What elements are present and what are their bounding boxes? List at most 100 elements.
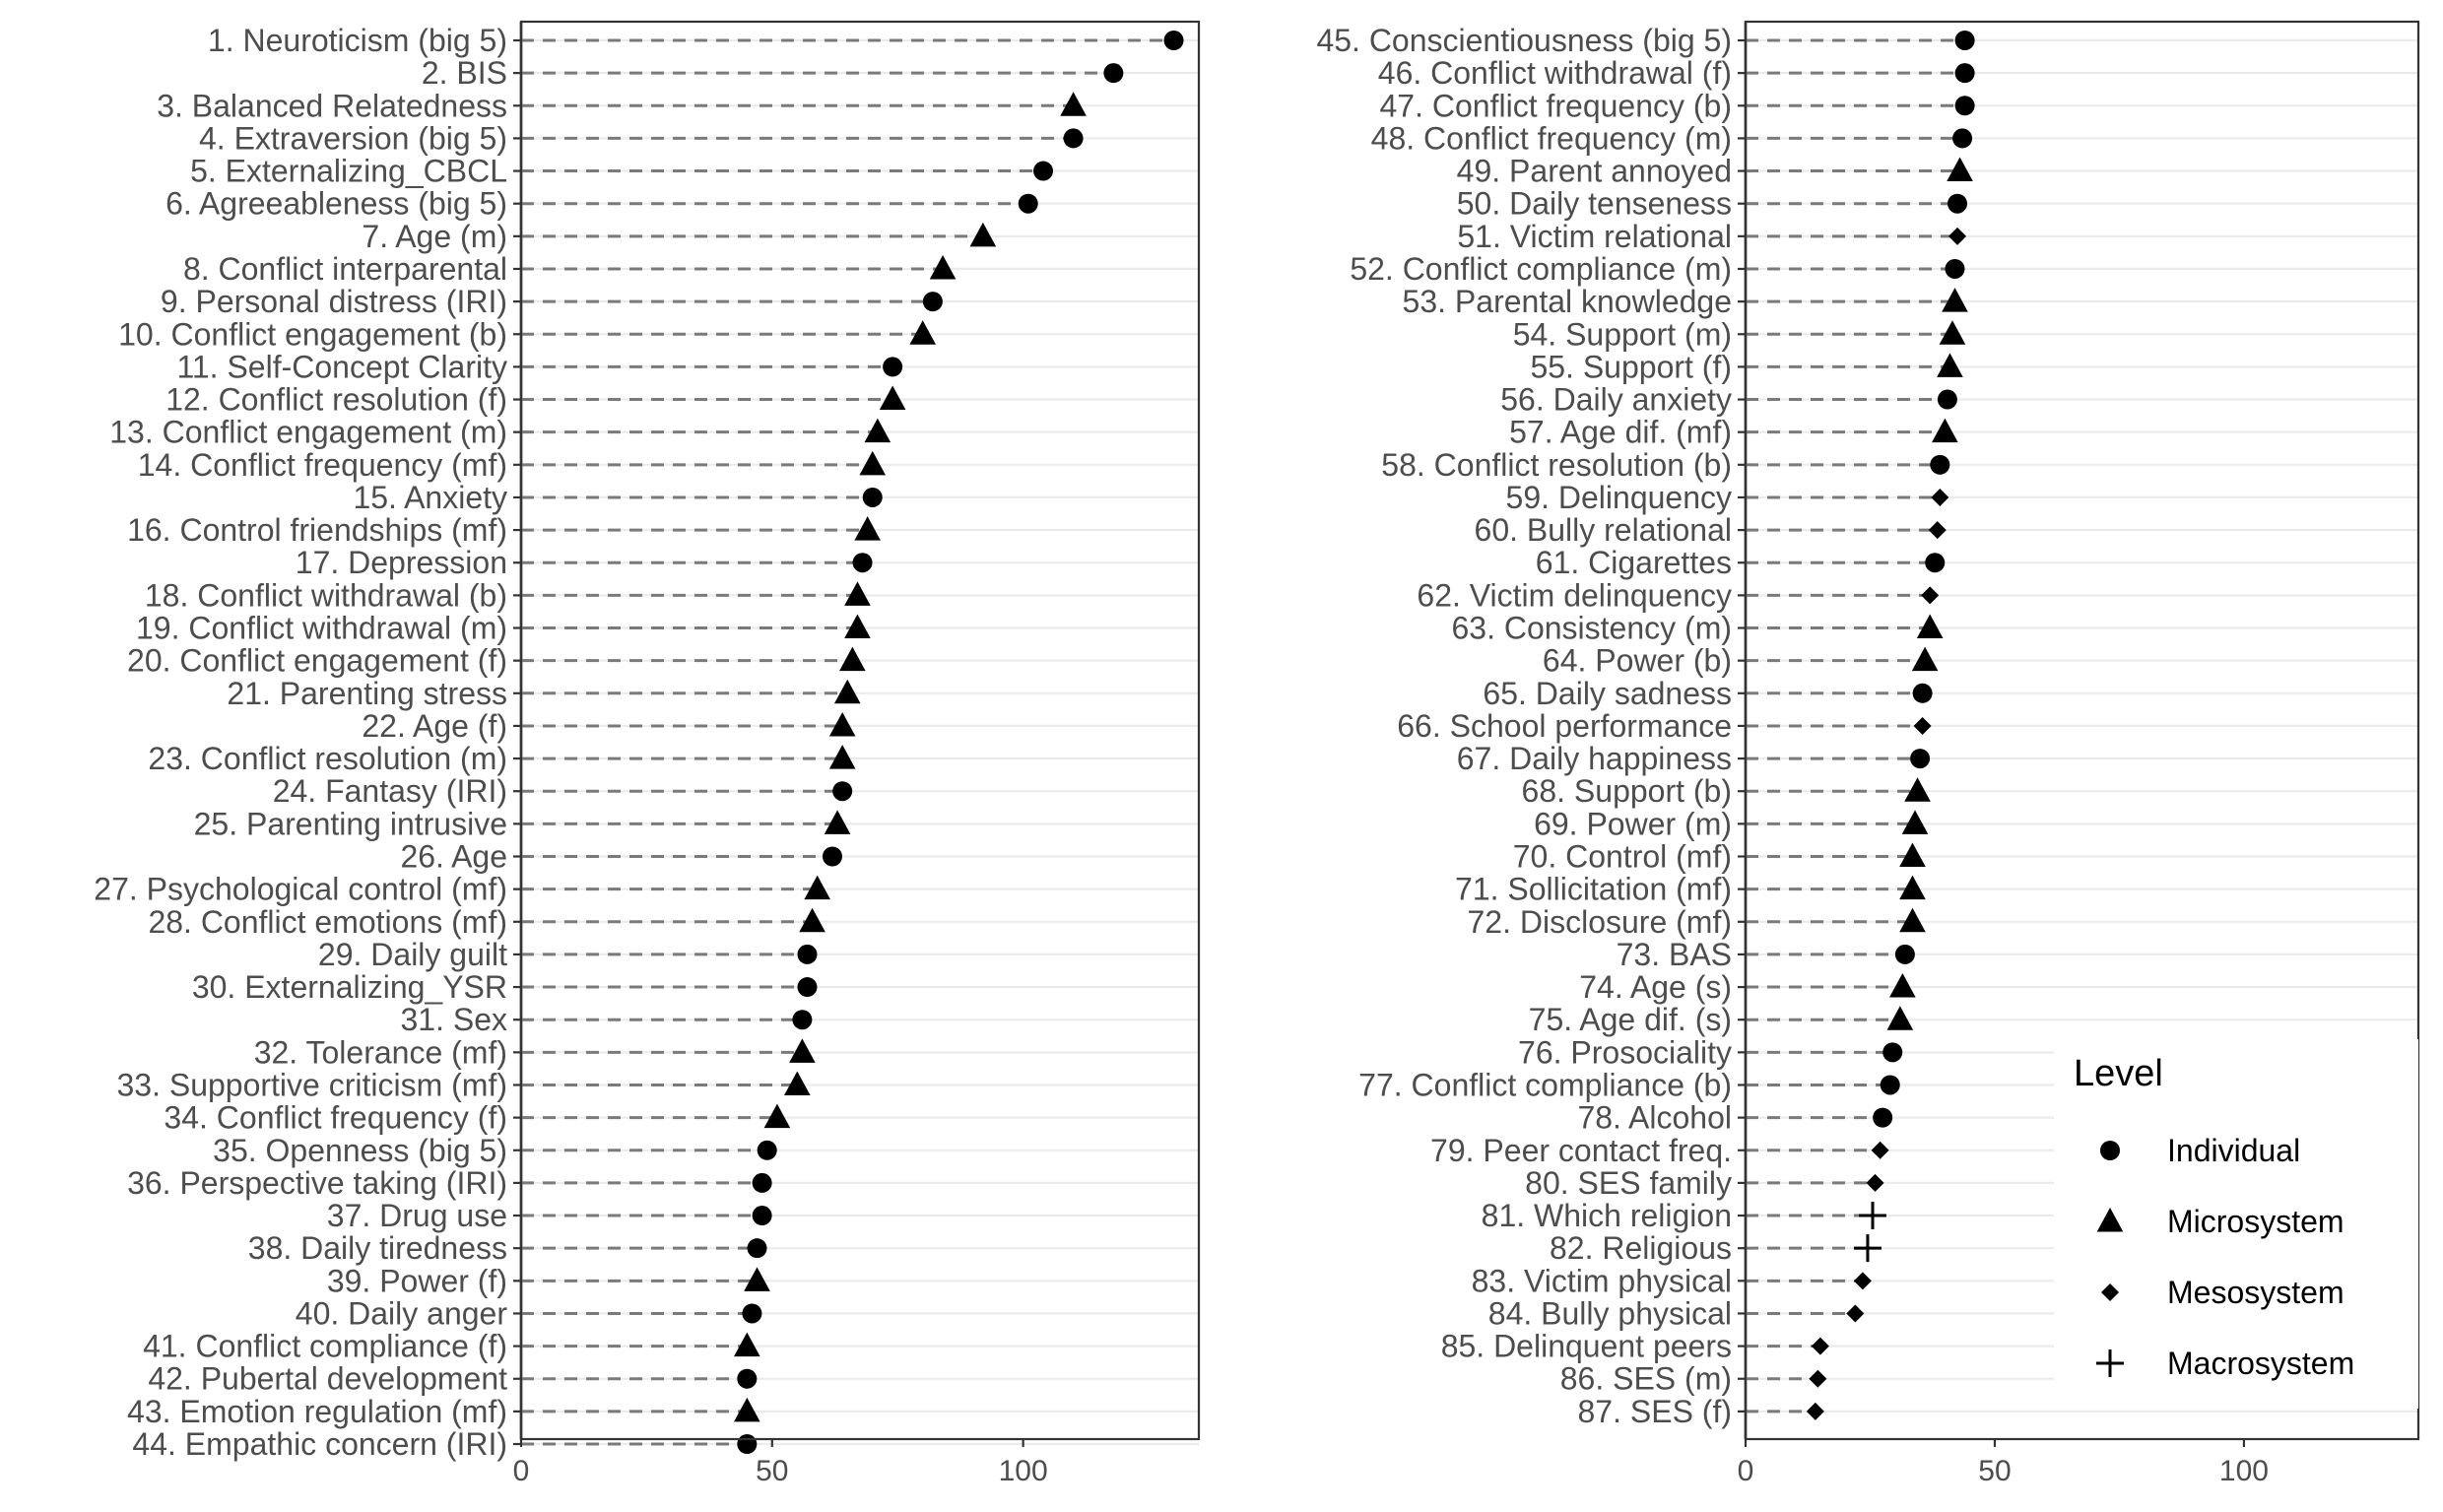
data-point bbox=[828, 745, 856, 769]
y-tick-label: 60. Bully relational bbox=[1475, 512, 1732, 548]
y-tick-label: 75. Age dif. (s) bbox=[1529, 1002, 1732, 1037]
data-point bbox=[1911, 646, 1939, 672]
data-point bbox=[804, 875, 830, 900]
x-tick-label: 100 bbox=[2219, 1455, 2269, 1487]
y-tick-label: 23. Conflict resolution (m) bbox=[148, 741, 507, 776]
x-tick-label: 100 bbox=[999, 1455, 1048, 1487]
y-tick-label: 14. Conflict frequency (mf) bbox=[138, 447, 507, 483]
y-tick-label: 41. Conflict compliance (f) bbox=[143, 1329, 507, 1364]
data-point bbox=[1954, 96, 1975, 116]
legend-key-triangle bbox=[2096, 1208, 2124, 1232]
data-point bbox=[1063, 128, 1084, 149]
data-point bbox=[1939, 320, 1966, 345]
y-tick-label: 48. Conflict frequency (m) bbox=[1371, 120, 1732, 156]
y-tick-label: 86. SES (m) bbox=[1560, 1361, 1732, 1397]
data-point bbox=[1103, 63, 1124, 84]
data-point bbox=[1163, 31, 1184, 50]
y-tick-label: 57. Age dif. (mf) bbox=[1509, 415, 1732, 450]
y-tick-label: 10. Conflict engagement (b) bbox=[118, 316, 507, 352]
y-tick-label: 26. Age bbox=[400, 839, 507, 875]
data-point bbox=[1948, 227, 1967, 245]
legend-key-circle bbox=[2100, 1141, 2120, 1160]
data-point bbox=[1931, 488, 1949, 506]
data-point bbox=[839, 646, 866, 672]
y-tick-label: 66. School performance bbox=[1397, 708, 1732, 744]
data-point bbox=[1060, 92, 1087, 116]
y-tick-label: 46. Conflict withdrawal (f) bbox=[1378, 55, 1732, 91]
data-point bbox=[1853, 1272, 1872, 1290]
data-point bbox=[1880, 1075, 1900, 1095]
data-point bbox=[757, 1140, 777, 1160]
data-point bbox=[879, 385, 906, 411]
y-tick-label: 11. Self-Concept Clarity bbox=[176, 349, 507, 384]
y-tick-label: 5. Externalizing_CBCL bbox=[190, 154, 507, 189]
data-point bbox=[789, 1038, 816, 1063]
y-tick-label: 18. Conflict withdrawal (b) bbox=[145, 577, 507, 613]
data-point bbox=[1921, 586, 1940, 605]
data-point bbox=[1809, 1369, 1827, 1388]
data-point bbox=[744, 1267, 770, 1291]
y-tick-label: 40. Daily anger bbox=[296, 1295, 508, 1331]
data-point bbox=[1889, 973, 1916, 998]
data-point bbox=[883, 357, 903, 377]
y-tick-label: 25. Parenting intrusive bbox=[194, 806, 507, 841]
data-point bbox=[832, 781, 853, 802]
y-tick-label: 43. Emotion regulation (mf) bbox=[127, 1394, 507, 1429]
data-point bbox=[1871, 1141, 1889, 1159]
y-tick-label: 74. Age (s) bbox=[1579, 969, 1732, 1005]
data-point bbox=[1930, 454, 1950, 475]
y-tick-label: 80. SES family bbox=[1525, 1165, 1732, 1201]
data-point bbox=[752, 1206, 772, 1226]
y-tick-label: 31. Sex bbox=[400, 1002, 507, 1037]
y-tick-label: 68. Support (b) bbox=[1522, 773, 1732, 809]
data-point bbox=[1913, 716, 1932, 735]
data-point bbox=[792, 1010, 813, 1030]
y-tick-label: 35. Openness (big 5) bbox=[213, 1133, 507, 1168]
y-tick-label: 21. Parenting stress bbox=[227, 676, 507, 711]
y-tick-label: 70. Control (mf) bbox=[1513, 839, 1732, 875]
y-tick-label: 52. Conflict compliance (m) bbox=[1350, 251, 1732, 287]
y-tick-label: 24. Fantasy (IRI) bbox=[273, 773, 507, 809]
data-point bbox=[1846, 1304, 1865, 1323]
data-point bbox=[1910, 749, 1931, 769]
data-point bbox=[1904, 777, 1931, 802]
data-point bbox=[1937, 389, 1957, 410]
y-tick-label: 15. Anxiety bbox=[353, 480, 507, 515]
panel-area bbox=[521, 22, 1199, 1439]
y-tick-label: 62. Victim delinquency bbox=[1417, 577, 1732, 613]
y-tick-label: 83. Victim physical bbox=[1472, 1263, 1732, 1298]
legend-title: Level bbox=[2074, 1053, 2163, 1094]
y-tick-label: 38. Daily tiredness bbox=[248, 1230, 507, 1266]
y-tick-label: 84. Bully physical bbox=[1488, 1295, 1732, 1331]
data-point bbox=[783, 1071, 811, 1095]
panel-border bbox=[519, 20, 1201, 1441]
legend-key-diamond bbox=[2101, 1283, 2119, 1301]
y-tick-label: 12. Conflict resolution (f) bbox=[165, 382, 507, 418]
data-point bbox=[797, 944, 818, 964]
data-point bbox=[1952, 128, 1973, 149]
data-point bbox=[752, 1172, 772, 1193]
data-point bbox=[1806, 1402, 1824, 1420]
data-point bbox=[1954, 63, 1975, 84]
y-tick-label: 53. Parental knowledge bbox=[1403, 284, 1732, 319]
y-tick-label: 63. Consistency (m) bbox=[1451, 611, 1732, 646]
y-tick-label: 27. Psychological control (mf) bbox=[94, 872, 507, 907]
data-point bbox=[742, 1303, 762, 1324]
data-point bbox=[1866, 1173, 1884, 1192]
data-point bbox=[1945, 258, 1965, 279]
y-tick-label: 49. Parent annoyed bbox=[1457, 154, 1732, 189]
y-tick-label: 76. Prosociality bbox=[1518, 1034, 1732, 1070]
data-point bbox=[862, 487, 883, 507]
y-tick-label: 17. Depression bbox=[296, 545, 507, 580]
panel-border bbox=[1744, 20, 2420, 1441]
y-tick-label: 42. Pubertal development bbox=[148, 1361, 507, 1397]
data-point bbox=[1853, 1234, 1882, 1263]
data-point bbox=[1912, 683, 1933, 703]
legend-entry: Microsystem bbox=[2167, 1204, 2344, 1239]
y-tick-label: 87. SES (f) bbox=[1578, 1394, 1733, 1429]
data-point bbox=[833, 679, 861, 704]
data-point bbox=[824, 810, 851, 834]
data-point bbox=[1886, 1006, 1914, 1030]
